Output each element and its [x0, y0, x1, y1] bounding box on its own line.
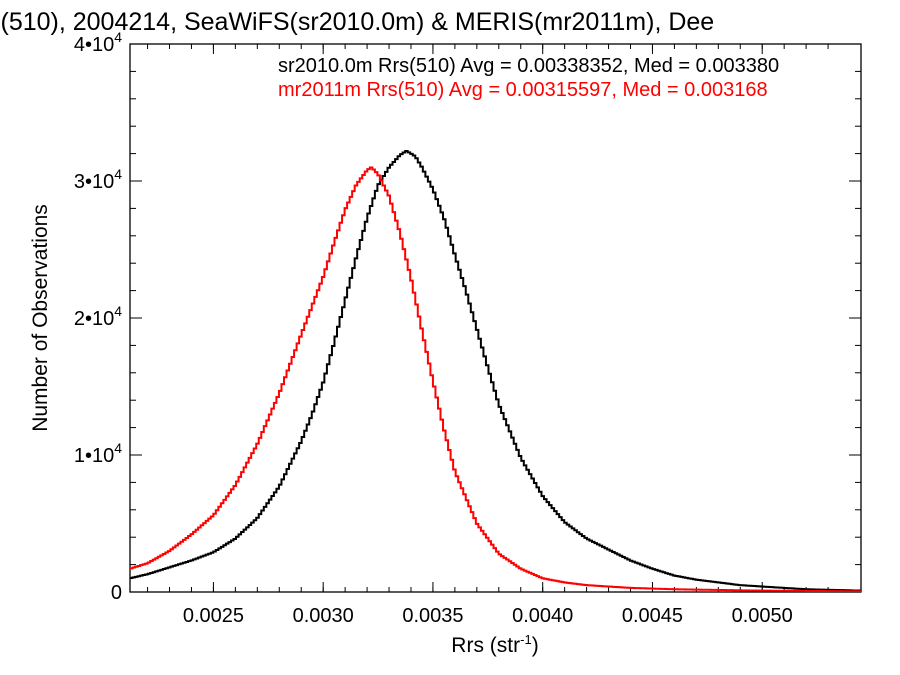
y-axis-title: Number of Observations	[29, 204, 52, 432]
x-tick-label: 0.0050	[732, 605, 793, 627]
x-tick-label: 0.0035	[402, 605, 463, 627]
y-tick-label-exponent: 4	[114, 440, 122, 456]
y-tick-label-base: 3•10	[74, 171, 114, 193]
x-tick-label: 0.0045	[622, 605, 683, 627]
x-tick-label: 0.0040	[512, 605, 573, 627]
y-tick-label: 0	[111, 582, 122, 604]
x-axis-title: Rrs (str-1)	[451, 632, 538, 657]
x-axis-title-tail: )	[532, 634, 539, 657]
x-axis-title-text: Rrs (str	[451, 634, 520, 657]
axis-ticks	[130, 43, 861, 593]
series-line-0	[130, 149, 861, 592]
legend-entry-sr2010: sr2010.0m Rrs(510) Avg = 0.00338352, Med…	[278, 55, 779, 77]
y-tick-label: 4•104	[74, 29, 122, 56]
y-tick-label: 1•104	[74, 440, 122, 467]
series-layer	[130, 149, 861, 592]
y-tick-label-exponent: 4	[114, 166, 122, 182]
y-tick-label-exponent: 4	[114, 303, 122, 319]
x-tick-label: 0.0030	[293, 605, 354, 627]
x-axis-title-superscript: -1	[520, 632, 532, 647]
x-axis-tick-labels: 0.0025 0.0030 0.0035 0.0040 0.0045 0.0050	[183, 605, 793, 627]
y-tick-label-exponent: 4	[114, 29, 122, 45]
plot-frame	[129, 43, 862, 593]
y-tick-label-base: 4•10	[74, 34, 114, 56]
y-tick-label: 3•104	[74, 166, 122, 193]
x-tick-label: 0.0025	[183, 605, 244, 627]
y-tick-label-base: 2•10	[74, 308, 114, 330]
series-line-1	[130, 166, 861, 592]
y-tick-label-base: 1•10	[74, 445, 114, 467]
y-tick-label: 2•104	[74, 303, 122, 330]
legend-entry-mr2011: mr2011m Rrs(510) Avg = 0.00315597, Med =…	[278, 79, 768, 101]
chart-title: s(510), 2004214, SeaWiFS(sr2010.0m) & ME…	[0, 8, 714, 36]
